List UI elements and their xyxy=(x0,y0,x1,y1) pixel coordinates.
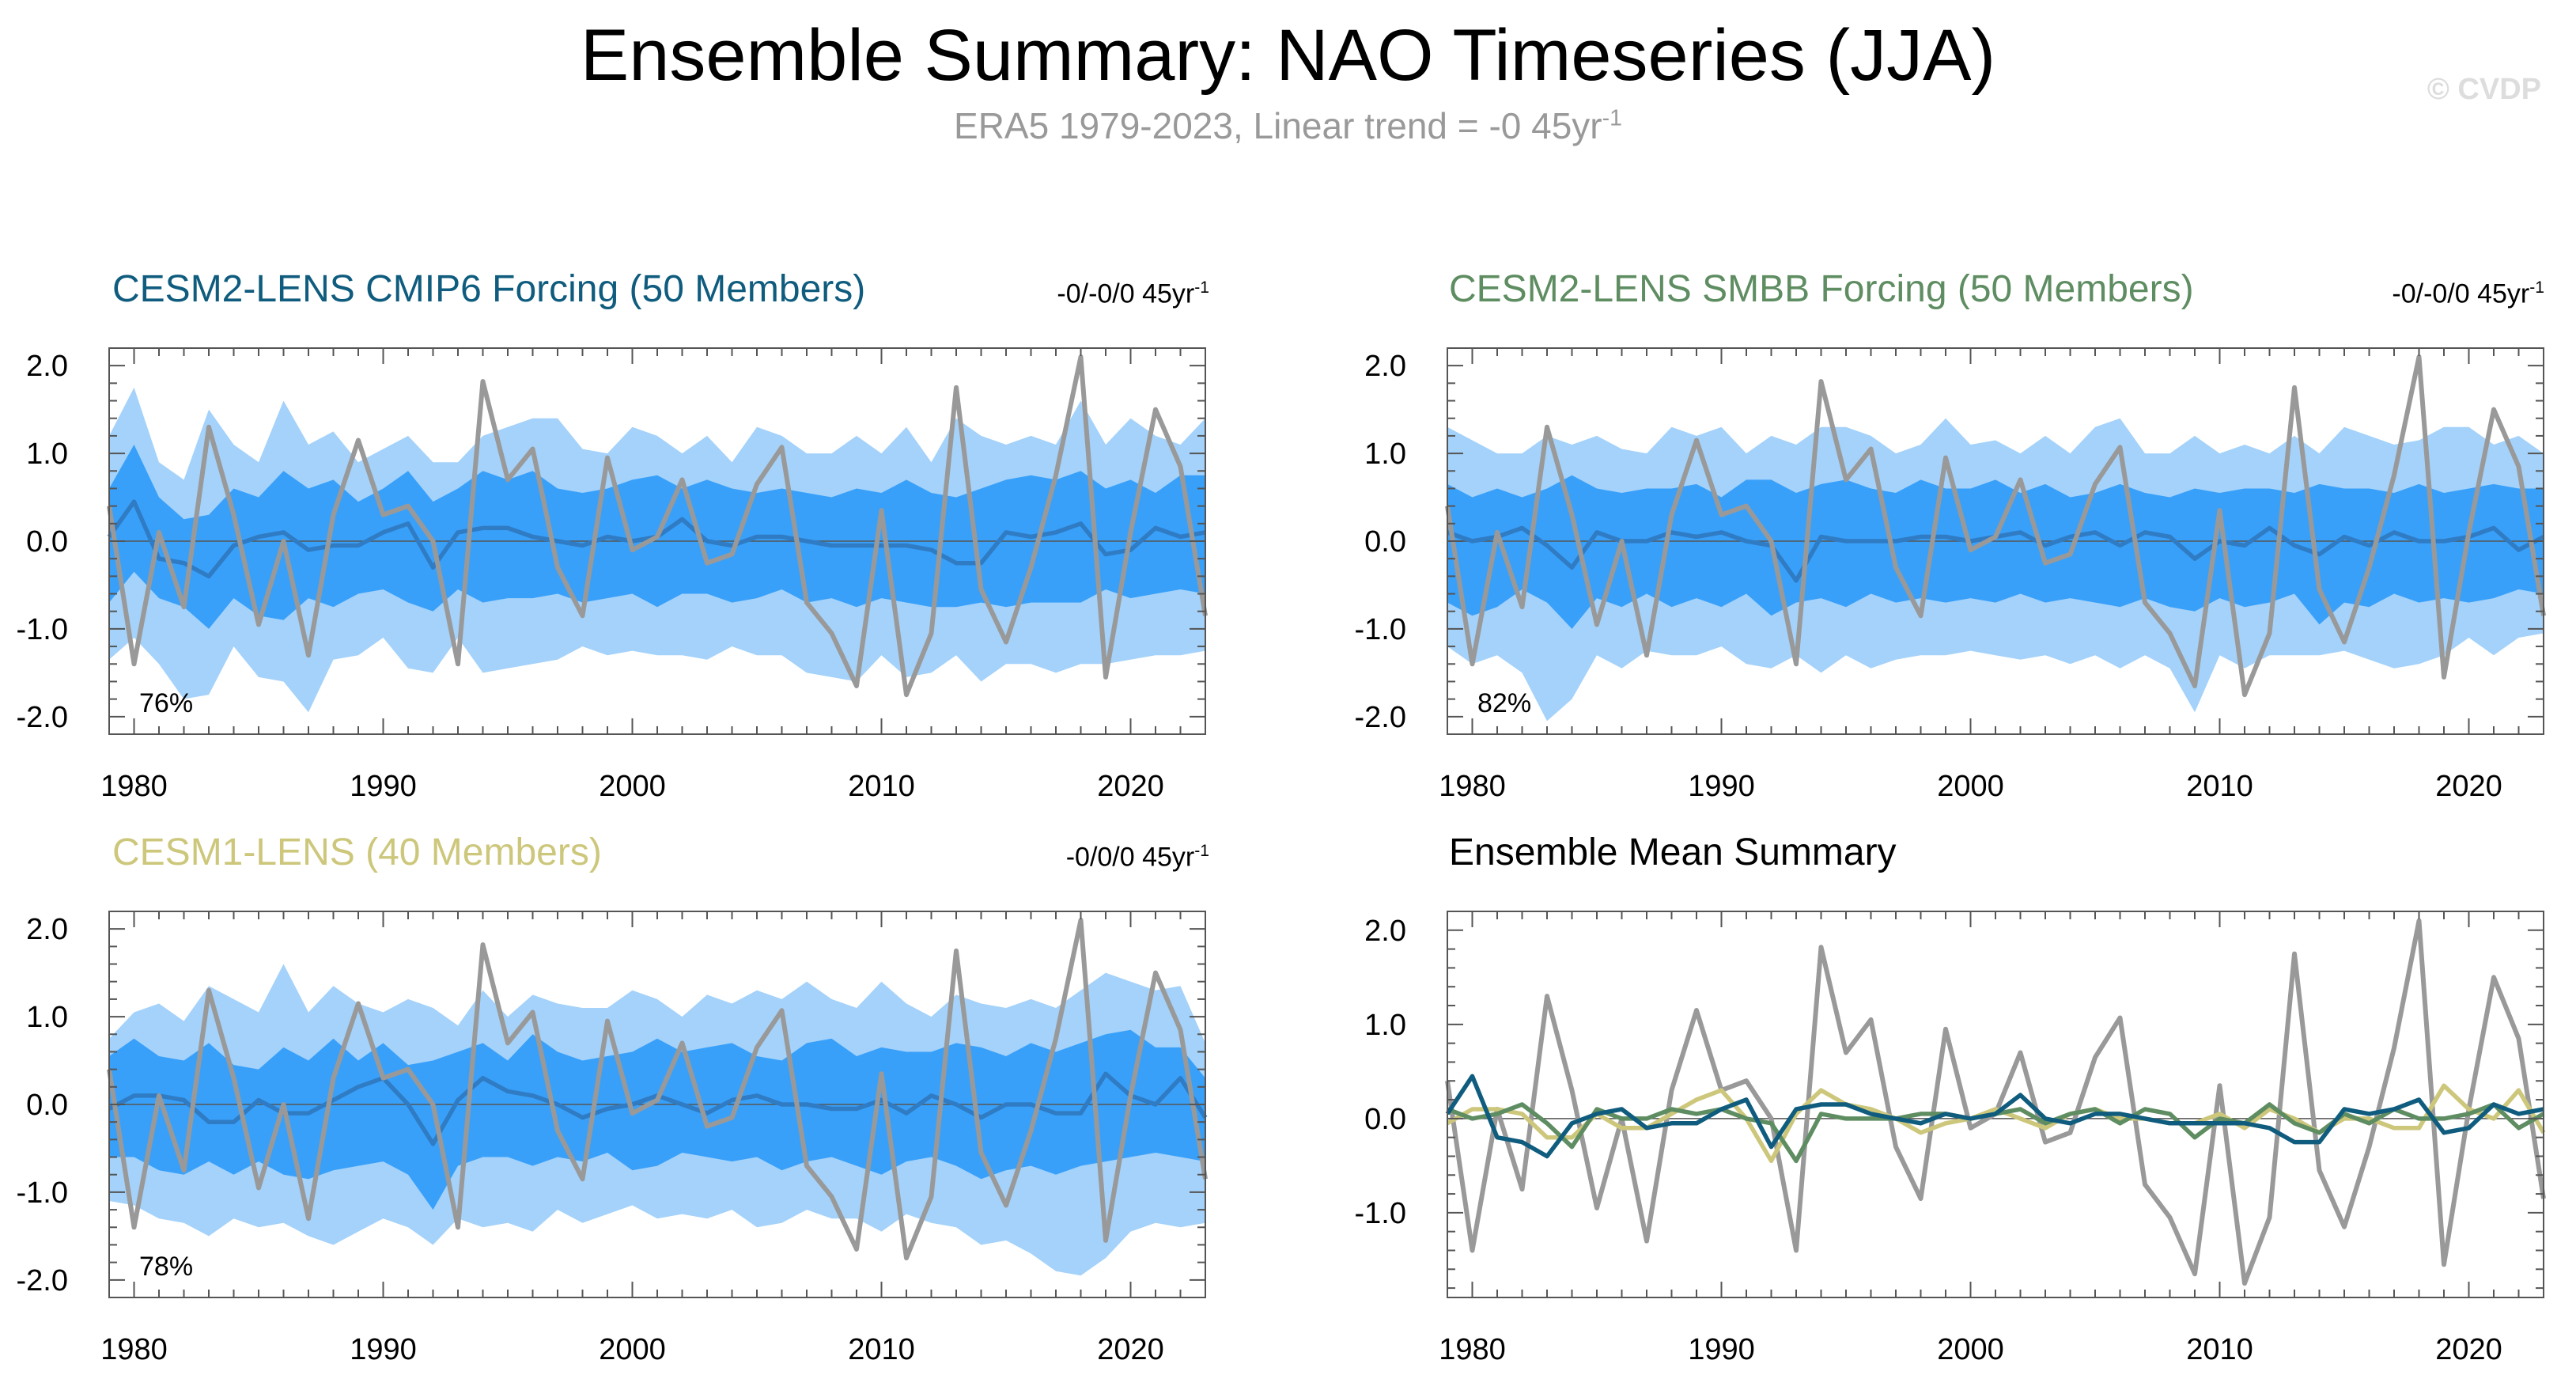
y-tick-label: 1.0 xyxy=(1364,1009,1406,1042)
x-tick-label: 2000 xyxy=(1937,1333,2004,1366)
x-tick-label: 1980 xyxy=(100,1333,168,1366)
x-tick-label: 1990 xyxy=(1688,1333,1755,1366)
x-tick-label: 2010 xyxy=(2186,770,2253,803)
panel-4-title: Ensemble Mean Summary xyxy=(1449,831,1897,873)
panel-1-trend: -0/-0/0 45yr-1 xyxy=(1057,278,1209,309)
y-tick-label: -2.0 xyxy=(1355,701,1406,734)
main-title: Ensemble Summary: NAO Timeseries (JJA) xyxy=(580,15,1996,96)
y-tick-label: 1.0 xyxy=(1364,438,1406,471)
x-tick-label: 2020 xyxy=(2435,1333,2502,1366)
x-tick-label: 1990 xyxy=(350,770,417,803)
y-tick-label: -2.0 xyxy=(17,1264,68,1297)
watermark: © CVDP xyxy=(2427,73,2541,106)
y-tick-label: -1.0 xyxy=(17,1176,68,1210)
x-tick-label: 2020 xyxy=(2435,770,2502,803)
panel-3-percent-label: 78% xyxy=(139,1252,193,1282)
panel-1-percent-label: 76% xyxy=(139,688,193,718)
y-tick-label: 0.0 xyxy=(1364,525,1406,559)
panel-1-trend-text: -0/-0/0 45yr xyxy=(1057,278,1195,309)
y-tick-label: 2.0 xyxy=(1364,915,1406,948)
panel-1-title: CESM2-LENS CMIP6 Forcing (50 Members) xyxy=(112,268,866,310)
y-tick-label: 0.0 xyxy=(26,525,68,559)
x-tick-label: 1990 xyxy=(1688,770,1755,803)
panel-3-trend-text: -0/0/0 45yr xyxy=(1065,842,1195,873)
panel-3-plot: 1980 1990 2000 2010 2020 2.0 1.0 0.0 -1.0 -2.0 78% xyxy=(17,911,1208,1366)
panel-2-percent-label: 82% xyxy=(1477,688,1531,718)
panel-3-trend: -0/0/0 45yr-1 xyxy=(1066,842,1209,873)
panel-4-obs-line-0 xyxy=(1445,918,2546,1286)
y-tick-label: 0.0 xyxy=(26,1089,68,1122)
panel-1-obs-line-1 xyxy=(107,354,1208,698)
panel-1-plot: 1980 1990 2000 2010 2020 2.0 1.0 0.0 -1.0 -2.0 76% xyxy=(17,347,1208,803)
panel-2-plot: 1980 1990 2000 2010 2020 2.0 1.0 0.0 -1.0 -2.0 82% xyxy=(1355,347,2546,803)
x-tick-label: 1980 xyxy=(1439,1333,1506,1366)
panel-3-trend-sup: -1 xyxy=(1194,842,1209,860)
panel-2-obs-line-1 xyxy=(1445,354,2546,698)
x-tick-label: 2020 xyxy=(1097,770,1164,803)
panel-3-title: CESM1-LENS (40 Members) xyxy=(112,831,602,873)
y-tick-label: 2.0 xyxy=(26,913,68,946)
panel-2-trend: -0/-0/0 45yr-1 xyxy=(2392,278,2544,309)
y-tick-label: 1.0 xyxy=(26,438,68,471)
x-tick-label: 1980 xyxy=(1439,770,1506,803)
x-tick-label: 1980 xyxy=(100,770,168,803)
panel-4-plot: 1980 1990 2000 2010 2020 2.0 1.0 0.0 -1.0 xyxy=(1355,911,2546,1366)
x-tick-label: 2010 xyxy=(2186,1333,2253,1366)
x-tick-label: 2010 xyxy=(848,1333,915,1366)
y-tick-label: 1.0 xyxy=(26,1001,68,1034)
panel-2-title: CESM2-LENS SMBB Forcing (50 Members) xyxy=(1449,268,2194,310)
main-subtitle: ERA5 1979-2023, Linear trend = -0 45yr-1 xyxy=(0,104,2576,147)
x-tick-label: 2000 xyxy=(599,770,666,803)
panel-4-model-line-3 xyxy=(1445,1074,2544,1159)
y-tick-label: -1.0 xyxy=(17,613,68,646)
y-tick-label: 2.0 xyxy=(1364,350,1406,383)
x-tick-label: 2020 xyxy=(1097,1333,1164,1366)
subtitle-text: ERA5 1979-2023, Linear trend = -0 45yr xyxy=(954,105,1602,146)
x-tick-label: 1990 xyxy=(350,1333,417,1366)
x-tick-label: 2000 xyxy=(599,1333,666,1366)
y-tick-label: -1.0 xyxy=(1355,613,1406,646)
y-tick-label: 2.0 xyxy=(26,350,68,383)
panel-2-trend-text: -0/-0/0 45yr xyxy=(2392,278,2530,309)
x-tick-label: 2000 xyxy=(1937,770,2004,803)
y-tick-label: 0.0 xyxy=(1364,1103,1406,1136)
y-tick-label: -2.0 xyxy=(17,701,68,734)
subtitle-superscript: -1 xyxy=(1602,105,1622,131)
panel-2-trend-sup: -1 xyxy=(2529,278,2544,297)
x-tick-label: 2010 xyxy=(848,770,915,803)
panel-3-obs-line-1 xyxy=(107,918,1208,1261)
panel-1-trend-sup: -1 xyxy=(1194,278,1209,297)
y-tick-label: -1.0 xyxy=(1355,1197,1406,1230)
